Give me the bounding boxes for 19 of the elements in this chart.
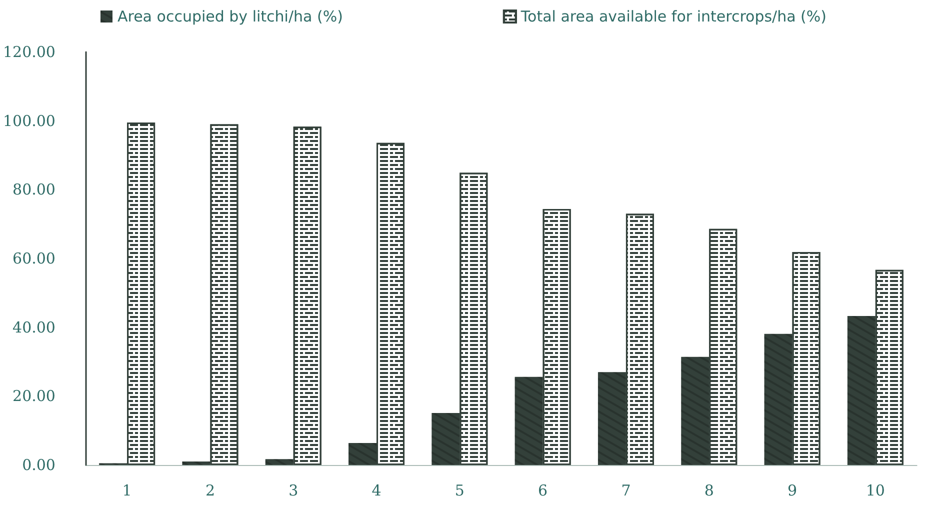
legend-label: Total area available for intercrops/ha (%)	[520, 8, 827, 26]
y-tick-label: 40.00	[12, 318, 56, 336]
y-tick-label: 100.00	[2, 112, 56, 130]
x-tick-label: 6	[538, 482, 548, 500]
y-tick-label: 0.00	[22, 456, 56, 474]
x-tick-label: 8	[704, 482, 714, 500]
x-tick-label: 10	[866, 482, 885, 500]
x-tick-label: 3	[288, 482, 298, 500]
x-tick-label: 9	[788, 482, 798, 500]
y-tick-label: 120.00	[2, 43, 56, 61]
legend-label: Area occupied by litchi/ha (%)	[117, 8, 343, 26]
y-tick-label: 20.00	[12, 387, 56, 406]
x-tick-label: 1	[122, 482, 132, 500]
x-tick-label: 7	[621, 482, 631, 500]
x-tick-label: 2	[205, 482, 215, 500]
y-tick-label: 60.00	[12, 250, 56, 268]
y-tick-label: 80.00	[12, 180, 56, 199]
x-tick-label: 4	[372, 482, 382, 500]
x-tick-label: 5	[454, 482, 464, 500]
